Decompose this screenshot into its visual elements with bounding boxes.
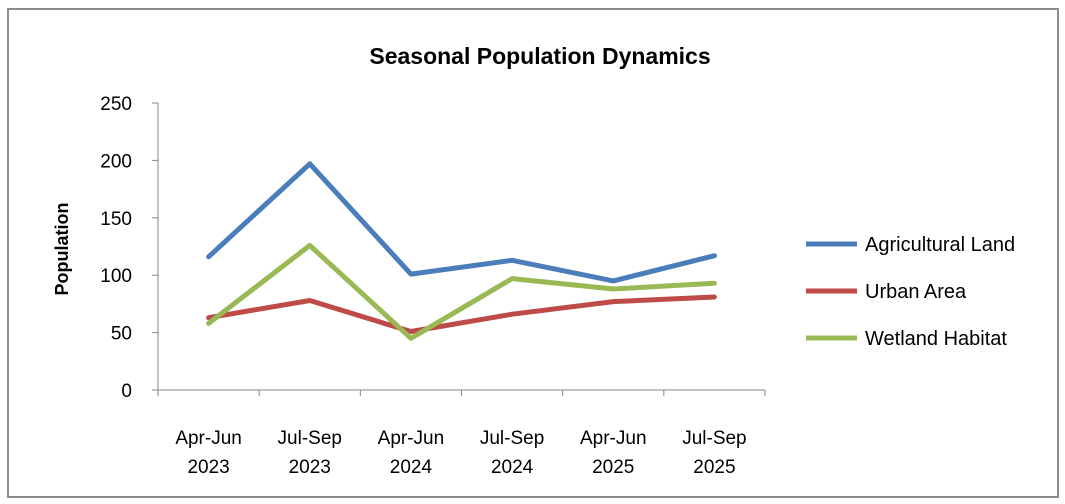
x-tick-label: 2024 bbox=[390, 457, 433, 478]
legend-label: Urban Area bbox=[865, 281, 967, 303]
legend: Agricultural Land Urban Area Wetland Habit… bbox=[806, 234, 1015, 350]
chart-title: Seasonal Population Dynamics bbox=[369, 43, 710, 69]
x-tick-label: 2025 bbox=[592, 457, 634, 478]
axes: 0 50 100 150 200 250 Apr-Jun 2023 Jul-Sep 2023 Apr… bbox=[100, 94, 766, 478]
x-tick-label: Jul-Sep bbox=[682, 428, 746, 449]
y-tick-label: 50 bbox=[111, 324, 132, 345]
x-tick-label: Jul-Sep bbox=[278, 428, 342, 449]
x-tick-label: 2025 bbox=[693, 457, 735, 478]
x-tick-label: 2023 bbox=[289, 457, 331, 478]
y-tick-label: 0 bbox=[121, 381, 132, 402]
y-tick-label: 150 bbox=[100, 209, 132, 230]
x-tick-label: Apr-Jun bbox=[378, 428, 445, 449]
series-line-urban-area bbox=[206, 294, 717, 334]
legend-label: Agricultural Land bbox=[865, 234, 1015, 256]
x-tick-label: Jul-Sep bbox=[480, 428, 544, 449]
x-tick-label: Apr-Jun bbox=[580, 428, 647, 449]
y-tick-label: 200 bbox=[100, 151, 132, 172]
series-line-wetland-habitat bbox=[206, 242, 717, 341]
x-tick-label: 2023 bbox=[187, 457, 229, 478]
series-lines bbox=[206, 161, 717, 341]
legend-label: Wetland Habitat bbox=[865, 328, 1007, 350]
y-axis-label: Population bbox=[52, 203, 72, 296]
y-tick-label: 250 bbox=[100, 94, 132, 115]
chart-frame bbox=[7, 8, 1059, 498]
y-tick-label: 100 bbox=[100, 266, 132, 287]
x-tick-label: Apr-Jun bbox=[175, 428, 242, 449]
series-line-agricultural-land bbox=[206, 161, 717, 284]
x-tick-label: 2024 bbox=[491, 457, 534, 478]
